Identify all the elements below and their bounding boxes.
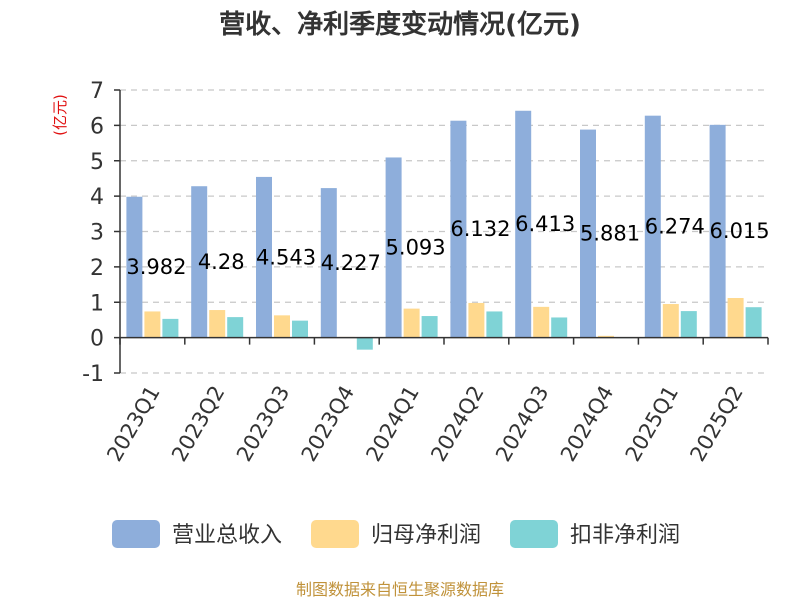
bar-2025Q1-s0 xyxy=(644,115,661,338)
data-label: 5.881 xyxy=(580,222,640,246)
bar-2023Q4-s2 xyxy=(356,337,373,350)
bar-2023Q2-s2 xyxy=(227,317,244,338)
y-tick-label: 2 xyxy=(90,256,104,281)
bar-2025Q2-s0 xyxy=(709,124,726,338)
bar-2023Q1-s0 xyxy=(126,196,143,338)
y-tick-label: 6 xyxy=(90,114,104,139)
bar-2024Q2-s1 xyxy=(468,302,485,338)
bar-2023Q1-s2 xyxy=(162,318,179,338)
y-tick-label: -1 xyxy=(82,362,104,387)
data-label: 4.28 xyxy=(198,250,245,274)
bar-2025Q2-s1 xyxy=(727,298,744,338)
bar-2024Q2-s2 xyxy=(486,311,503,338)
bar-2025Q1-s1 xyxy=(662,304,679,338)
source-note: 制图数据来自恒生聚源数据库 xyxy=(296,580,504,599)
bar-2023Q1-s1 xyxy=(144,311,161,338)
bar-2023Q3-s1 xyxy=(274,315,290,338)
bar-2024Q1-s2 xyxy=(421,316,438,338)
y-axis-label: (亿元) xyxy=(51,94,69,136)
x-tick-label: 2025Q1 xyxy=(621,382,683,466)
bar-2023Q4-s0 xyxy=(320,188,337,338)
legend-swatch xyxy=(112,520,160,548)
bar-2023Q2-s0 xyxy=(191,186,208,338)
legend[interactable]: 营业总收入 归母净利润 扣非净利润 xyxy=(112,520,680,548)
x-tick-label: 2024Q3 xyxy=(491,382,553,466)
bar-2023Q2-s1 xyxy=(209,310,226,338)
bar-2024Q1-s0 xyxy=(385,157,402,338)
legend-label: 归母净利润 xyxy=(371,523,481,548)
legend-label: 扣非净利润 xyxy=(570,523,680,548)
x-tick-label: 2023Q4 xyxy=(297,382,359,466)
data-label: 6.132 xyxy=(450,217,510,241)
y-tick-label: 5 xyxy=(90,150,104,175)
bar-2023Q3-s0 xyxy=(256,176,272,338)
x-tick-label: 2024Q4 xyxy=(556,382,618,466)
x-tick-label: 2025Q2 xyxy=(685,382,747,466)
bars xyxy=(126,110,762,350)
y-tick-label: 0 xyxy=(90,327,104,352)
y-tick-label: 1 xyxy=(90,291,104,316)
x-tick-label: 2023Q2 xyxy=(167,382,229,466)
bar-2023Q3-s2 xyxy=(292,320,308,338)
y-tick-label: 3 xyxy=(90,221,104,246)
data-label: 6.413 xyxy=(515,212,575,236)
bar-2025Q1-s2 xyxy=(680,311,697,338)
data-label: 6.015 xyxy=(710,219,770,243)
bar-2024Q3-s0 xyxy=(515,110,532,338)
data-label: 5.093 xyxy=(386,236,446,260)
legend-item-2[interactable]: 扣非净利润 xyxy=(510,520,680,548)
data-label: 3.982 xyxy=(126,255,186,279)
x-tick-label: 2024Q2 xyxy=(426,382,488,466)
bar-2024Q4-s0 xyxy=(580,129,596,338)
legend-swatch xyxy=(311,520,359,548)
bar-2024Q3-s2 xyxy=(551,317,568,338)
data-label: 4.543 xyxy=(256,245,316,269)
x-tick-label: 2023Q3 xyxy=(232,382,294,466)
bar-2024Q1-s1 xyxy=(403,308,420,338)
x-tick-label: 2023Q1 xyxy=(102,382,164,466)
bar-2024Q2-s0 xyxy=(450,120,467,338)
bar-2024Q4-s1 xyxy=(598,335,614,338)
legend-swatch xyxy=(510,520,558,548)
data-label: 4.227 xyxy=(321,251,381,275)
legend-label: 营业总收入 xyxy=(172,523,282,548)
legend-item-0[interactable]: 营业总收入 xyxy=(112,520,282,548)
bar-2024Q3-s1 xyxy=(533,306,550,338)
x-tick-label: 2024Q1 xyxy=(361,382,423,466)
y-tick-label: 7 xyxy=(90,79,104,104)
y-tick-label: 4 xyxy=(90,185,104,210)
data-label: 6.274 xyxy=(645,215,705,239)
legend-item-1[interactable]: 归母净利润 xyxy=(311,520,481,548)
chart-title: 营收、净利季度变动情况(亿元) xyxy=(219,9,581,40)
bar-2025Q2-s2 xyxy=(745,307,762,338)
